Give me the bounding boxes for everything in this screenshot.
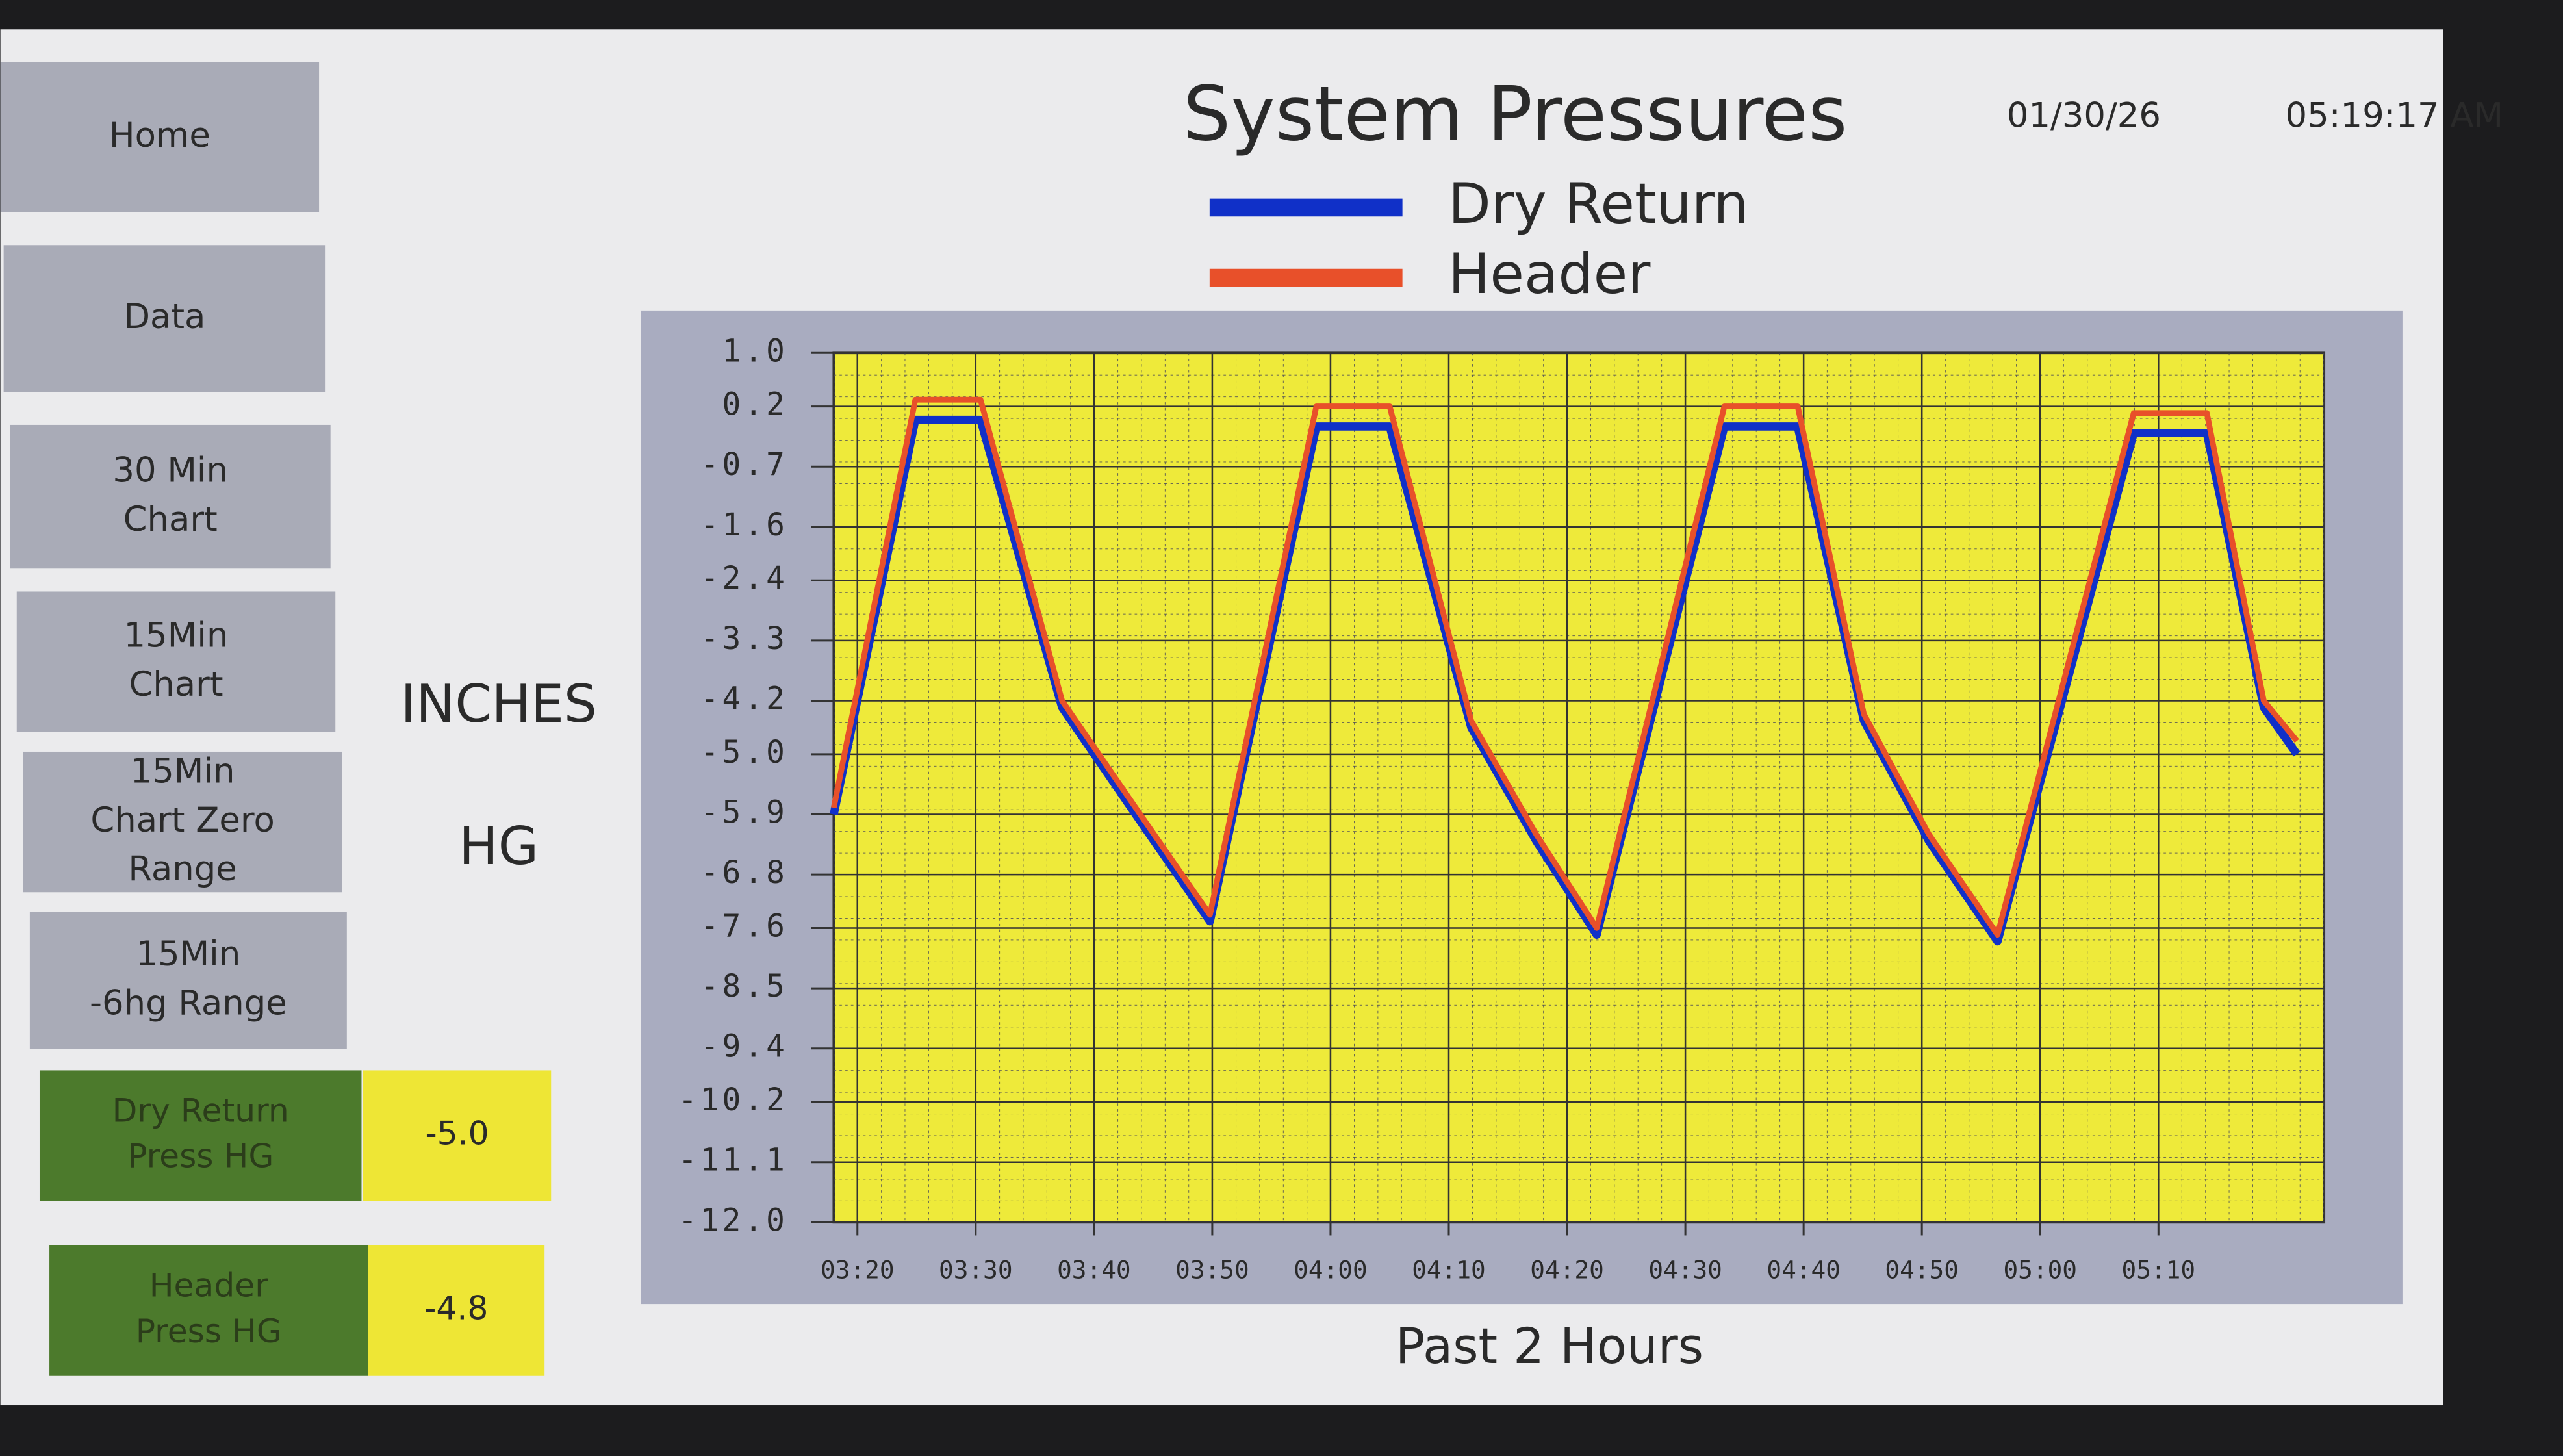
y-tick-label: -6.8 xyxy=(700,855,788,891)
legend-label: Dry Return xyxy=(1448,172,1748,236)
nav-button[interactable] xyxy=(0,62,320,212)
title: System Pressures xyxy=(1183,71,1847,158)
nav-button-label: Chart xyxy=(123,500,218,539)
x-tick-label: 04:00 xyxy=(1294,1255,1368,1284)
minor-grid xyxy=(834,353,2325,1223)
readout-value-box xyxy=(368,1245,545,1376)
readout-label: Press HG xyxy=(127,1137,274,1175)
x-tick-label: 03:30 xyxy=(939,1255,1013,1284)
nav-button-label: 15Min xyxy=(136,934,240,974)
readout-label: Press HG xyxy=(136,1312,282,1350)
nav-button-label: Range xyxy=(128,849,236,889)
x-tick-label: 03:50 xyxy=(1175,1255,1249,1284)
readout-label-box xyxy=(49,1245,368,1376)
nav-button[interactable] xyxy=(23,751,342,893)
y-tick-label: -4.2 xyxy=(700,681,788,717)
nav-button[interactable] xyxy=(16,591,336,732)
y-tick-label: -3.3 xyxy=(700,621,788,657)
nav-button-label: 15Min xyxy=(131,751,235,791)
x-tick-label: 04:30 xyxy=(1648,1255,1722,1284)
x-tick-label: 04:20 xyxy=(1530,1255,1604,1284)
nav-button-label: Chart Zero xyxy=(90,800,274,840)
y-axis-label: HG xyxy=(459,815,539,876)
y-tick-label: -12.0 xyxy=(678,1203,788,1238)
y-tick-label: -5.0 xyxy=(700,735,788,771)
y-tick-label: -0.7 xyxy=(700,447,788,483)
nav-button-label: Data xyxy=(123,297,205,337)
x-tick-label: 05:00 xyxy=(2003,1255,2077,1284)
y-tick-label: -11.1 xyxy=(678,1143,788,1179)
x-tick-label: 04:10 xyxy=(1412,1255,1486,1284)
series-line xyxy=(830,415,2301,946)
nav-button-label: 30 Min xyxy=(112,451,228,491)
time: 05:19:17 AM xyxy=(2286,96,2504,136)
y-tick-label: -8.5 xyxy=(700,969,788,1004)
readout-label: Header xyxy=(149,1266,268,1304)
y-tick-label: -10.2 xyxy=(678,1082,788,1118)
y-tick-label: 0.2 xyxy=(722,387,788,423)
readout-value: -5.0 xyxy=(426,1114,489,1153)
series-line xyxy=(831,396,2299,938)
y-tick-label: -5.9 xyxy=(700,795,788,830)
y-tick-label: 1.0 xyxy=(722,333,788,369)
y-tick-label: -1.6 xyxy=(700,507,788,543)
readout-label-box xyxy=(39,1070,362,1201)
nav-button[interactable] xyxy=(3,245,326,392)
x-tick-label: 04:50 xyxy=(1885,1255,1959,1284)
nav-button-label: Chart xyxy=(129,665,223,704)
y-axis-label: INCHES xyxy=(400,673,597,734)
readout-value: -4.8 xyxy=(424,1289,488,1327)
nav-button-label: 15Min xyxy=(124,616,229,656)
y-tick-label: -7.6 xyxy=(700,908,788,944)
x-tick-label: 03:40 xyxy=(1057,1255,1131,1284)
x-axis-label: Past 2 Hours xyxy=(1396,1318,1703,1375)
readout-label: Dry Return xyxy=(112,1091,289,1129)
y-tick-label: -2.4 xyxy=(700,561,788,596)
x-tick-label: 05:10 xyxy=(2122,1255,2196,1284)
nav-button[interactable] xyxy=(10,424,331,569)
legend-label: Header xyxy=(1448,242,1651,307)
date: 01/30/26 xyxy=(2007,96,2161,136)
y-tick-label: -9.4 xyxy=(700,1029,788,1065)
x-tick-label: 04:40 xyxy=(1766,1255,1841,1284)
readout-value-box xyxy=(363,1070,552,1201)
nav-button-label: -6hg Range xyxy=(90,983,287,1023)
x-tick-label: 03:20 xyxy=(821,1255,895,1284)
nav-button-label: Home xyxy=(109,116,210,155)
nav-button[interactable] xyxy=(29,912,347,1049)
